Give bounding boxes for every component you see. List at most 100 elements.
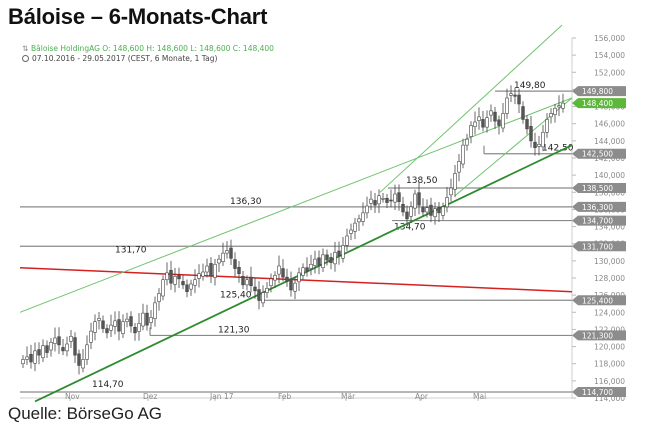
candle-body [49,341,53,351]
candle-body [489,110,493,116]
candle-body [549,113,553,118]
level-badge [572,183,626,193]
candle-body [165,272,169,281]
candle-body [169,269,173,284]
candle-body [225,250,229,254]
candle-body [293,282,297,292]
y-tick-label: 144,000 [594,137,625,146]
candle-body [321,254,325,269]
level-label: 121,30 [218,325,250,335]
candle-body [289,278,293,291]
level-label: 136,30 [230,197,262,207]
candle-body [561,102,565,109]
candle-body [557,105,561,108]
candle-body [85,344,89,360]
candle-body [393,193,397,203]
level-label: 125,40 [220,290,252,300]
candle-body [405,211,409,220]
candle-body [385,197,389,203]
candle-body [161,279,165,297]
candle-body [89,330,93,343]
level-badge [572,295,626,306]
level-label: 131,70 [115,245,147,255]
y-tick-label: 122,000 [594,325,625,334]
level-badge-text: 138,500 [582,184,613,193]
candle-body [473,121,477,128]
candle-body [545,119,549,133]
y-tick-label: 134,000 [594,223,625,232]
candle-body [133,326,137,334]
x-tick-label: Nov [65,392,80,401]
candle-body [121,321,125,335]
candle-body [253,286,257,292]
candle-body [365,205,369,214]
candle-body [361,212,365,222]
channel-lower-line [19,97,573,313]
y-tick-label: 114,000 [594,394,625,403]
candle-body [341,245,345,259]
candle-body [421,207,425,213]
level-badge-text: 121,300 [582,331,613,340]
candle-body [33,350,37,364]
level-badge-text: 134,700 [582,217,613,226]
candle-body [429,204,433,216]
level-badge [572,387,626,397]
y-tick-label: 124,000 [594,308,625,317]
y-tick-label: 116,000 [594,377,625,386]
candle-body [513,94,517,97]
resistance-trendline [19,266,573,293]
candle-body [181,281,185,286]
candle-body [45,345,49,353]
level-badge [572,148,626,159]
candle-body [413,193,417,209]
candle-body [101,320,105,329]
candle-body [305,267,309,272]
source-note: Quelle: BörseGo AG [8,404,163,423]
candle-body [541,131,545,148]
candle-body [73,337,77,356]
candle-body [377,195,381,205]
candle-body [493,111,497,122]
level-badge [572,86,626,97]
candle-body [301,267,305,276]
candle-body [317,257,321,266]
candle-body [53,337,57,344]
level-badge-text: 142,500 [582,150,613,159]
candle-body [93,321,97,333]
candle-body [409,206,413,217]
candle-body [281,268,285,278]
candle-body [313,258,317,266]
candle-body [329,257,333,263]
candle-body [369,198,373,204]
candle-body [525,119,529,130]
candle-body [357,218,361,223]
y-tick-label: 156,000 [594,34,625,43]
candle-body [477,116,481,122]
level-label: 138,50 [406,176,438,186]
candle-body [173,275,177,285]
candle-body [77,353,81,366]
candle-body [197,273,201,279]
x-tick-label: Mai [473,392,486,401]
level-label: 114,70 [92,380,124,390]
x-tick-label: Apr [415,392,429,401]
candle-body [217,258,221,264]
candle-body [389,199,393,202]
candle-body [201,271,205,277]
candle-body [501,113,505,129]
candle-body [285,276,289,282]
candle-body [185,284,189,293]
candle-body [189,283,193,290]
candle-body [65,343,69,352]
y-tick-label: 130,000 [594,257,625,266]
ohlc-legend: ⇅ Bâloise HoldingAG O: 148,600 H: 148,600… [22,44,274,53]
candle-body [157,293,161,302]
candle-body [537,143,541,147]
level-badge [572,201,626,212]
candle-body [69,335,73,342]
candle-body [145,312,149,326]
candle-body [153,302,157,320]
candle-body [529,125,533,142]
candle-body [441,206,445,216]
